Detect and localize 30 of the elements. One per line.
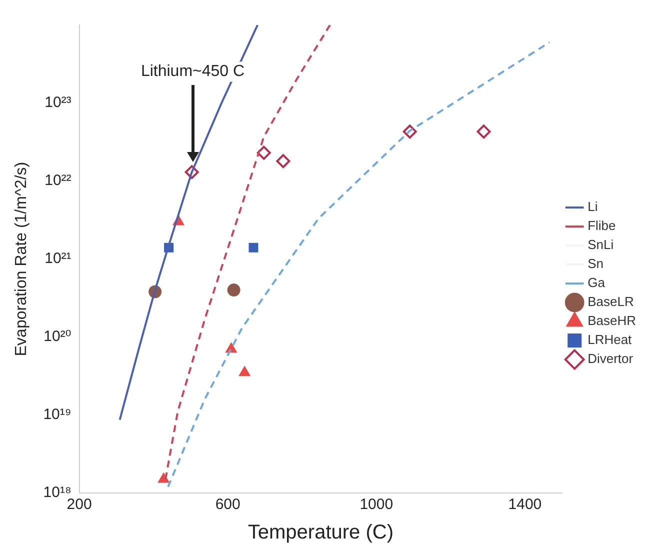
y-axis-title: Evaporation Rate (1/m^2/s) bbox=[13, 162, 30, 356]
y-tick-label: 10²³ bbox=[44, 94, 72, 112]
x-tick-label: 1000 bbox=[360, 496, 394, 514]
x-tick-label: 600 bbox=[215, 496, 240, 514]
legend-label: BaseLR bbox=[588, 294, 634, 310]
point bbox=[276, 154, 290, 168]
legend-label: Flibe bbox=[588, 218, 616, 234]
y-tick-label: 10²⁰ bbox=[44, 328, 72, 346]
x-tick-label: 200 bbox=[66, 496, 92, 514]
x-tick-label: 1400 bbox=[508, 496, 542, 514]
x-axis-title: Temperature (C) bbox=[248, 522, 394, 544]
point bbox=[158, 472, 170, 483]
point bbox=[476, 124, 491, 139]
y-tick-label: 10²¹ bbox=[44, 250, 72, 268]
legend-label: BaseHR bbox=[588, 313, 636, 328]
point bbox=[238, 366, 250, 376]
point bbox=[248, 242, 258, 252]
legend-label: Li bbox=[588, 199, 598, 214]
point bbox=[402, 124, 417, 139]
legend-label: SnLi bbox=[588, 237, 614, 252]
legend-label: Ga bbox=[588, 275, 606, 290]
annotation: Lithium~450 C bbox=[140, 63, 245, 80]
point bbox=[184, 165, 199, 180]
legend-label: LRHeat bbox=[588, 332, 632, 348]
point bbox=[256, 146, 271, 160]
point bbox=[227, 284, 240, 297]
y-tick-label: 10²² bbox=[44, 172, 72, 190]
legend-label: Sn bbox=[588, 256, 604, 272]
legend-label: Divertor bbox=[588, 351, 634, 366]
y-tick-label: 10¹⁹ bbox=[43, 406, 72, 424]
